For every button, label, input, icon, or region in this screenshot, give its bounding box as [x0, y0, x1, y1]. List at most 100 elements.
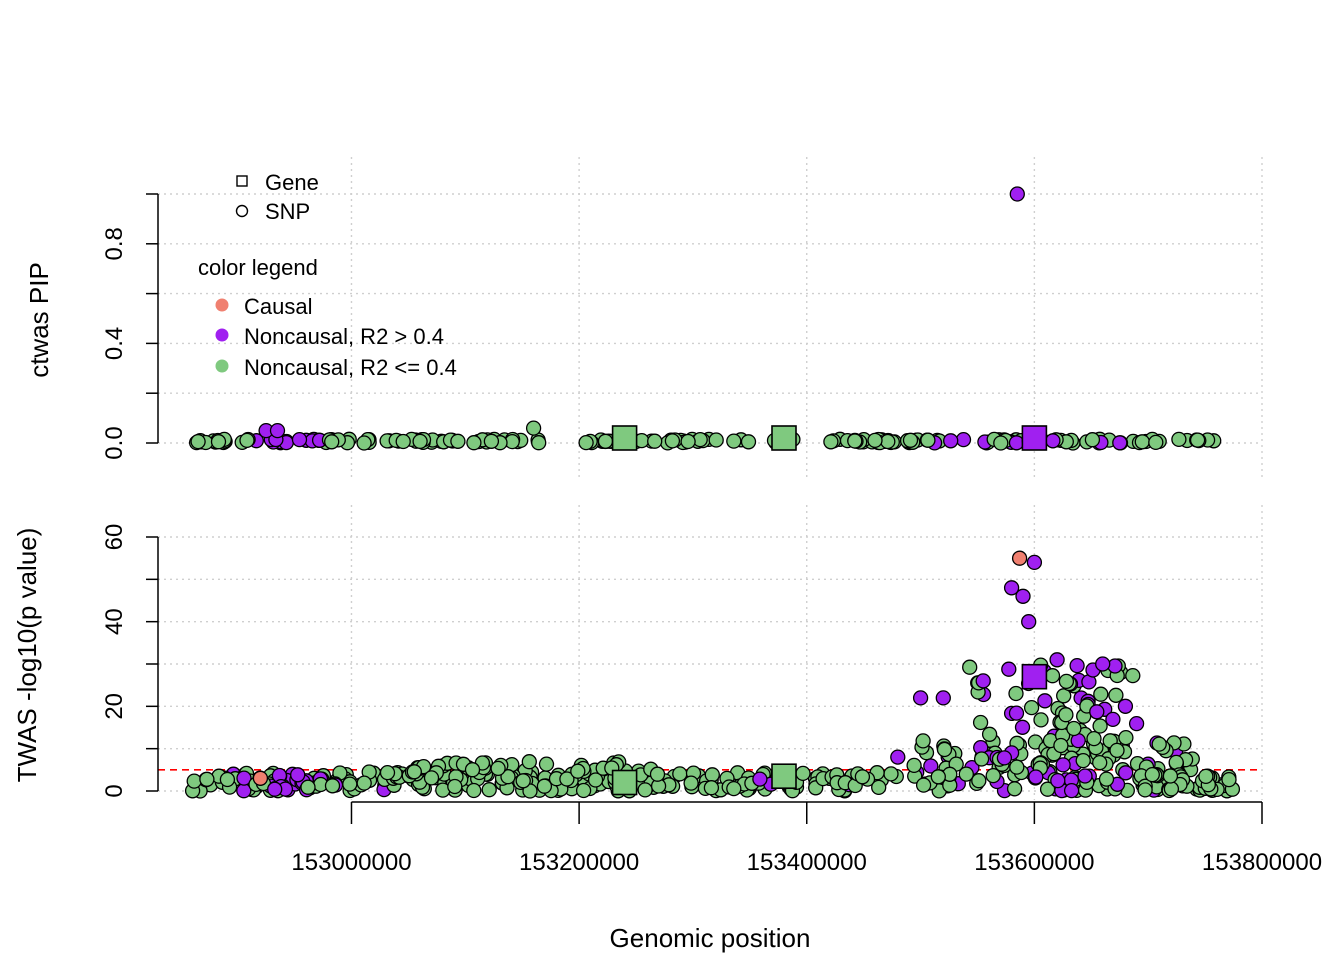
- snp-point: [920, 432, 936, 448]
- snp-point: [1086, 730, 1102, 747]
- snp-point: [1066, 720, 1082, 737]
- snp-point: [466, 435, 482, 451]
- bottom-y-axis: 0 20 40 60: [101, 524, 159, 798]
- snp-point: [1137, 782, 1153, 798]
- snp-point: [1163, 781, 1180, 797]
- snp-point: [412, 433, 428, 450]
- y-tick-label: 0.0: [101, 426, 128, 459]
- snp-point: [1014, 719, 1031, 735]
- snp-point: [973, 751, 990, 767]
- snp-point: [704, 767, 720, 783]
- snp-point: [1117, 698, 1134, 714]
- snp-point: [597, 433, 614, 449]
- snp-point: [219, 771, 236, 788]
- snp-point: [1128, 715, 1145, 732]
- snp-point: [637, 782, 653, 798]
- snp-point: [975, 673, 991, 689]
- snp-point: [871, 779, 887, 796]
- snp-point: [752, 771, 768, 787]
- legend-snp-circle-icon: [235, 204, 249, 218]
- snp-point: [500, 769, 516, 785]
- snp-point: [521, 754, 537, 770]
- snp-point: [935, 690, 951, 706]
- snp-point: [943, 433, 959, 449]
- y-tick-label: 0.8: [101, 227, 128, 260]
- snp-point: [1109, 742, 1125, 759]
- snp-point: [683, 775, 699, 791]
- snp-point: [1001, 661, 1017, 677]
- snp-point: [972, 714, 989, 731]
- gene-point: [611, 769, 638, 796]
- snp-point: [795, 765, 811, 782]
- snp-point: [1107, 658, 1123, 674]
- snp-point: [1055, 757, 1071, 773]
- snp-point: [649, 766, 666, 782]
- x-tick-label: 153400000: [747, 849, 867, 876]
- snp-point: [1151, 736, 1167, 752]
- top-panel-grid: [158, 157, 1263, 480]
- snp-point: [483, 433, 500, 449]
- snp-point: [915, 733, 931, 749]
- snp-point: [570, 763, 586, 779]
- snp-point: [324, 434, 340, 450]
- snp-point: [395, 433, 411, 450]
- snp-point: [740, 434, 757, 450]
- top-y-axis: 0.0 0.4 0.8: [101, 193, 159, 460]
- snp-point: [379, 764, 396, 781]
- legend: Gene SNP color legend Causal Noncausal, …: [198, 170, 457, 380]
- snp-point: [324, 778, 341, 794]
- snp-point: [587, 772, 604, 788]
- snp-point: [847, 433, 863, 449]
- snp-point: [1058, 707, 1074, 723]
- y-tick-label: 20: [101, 693, 128, 720]
- snp-point: [1168, 754, 1184, 771]
- snp-point: [647, 433, 663, 449]
- top-y-axis-title: ctwas PIP: [24, 262, 54, 378]
- snp-point: [186, 773, 202, 789]
- bottom-panel-points: [184, 550, 1241, 799]
- snp-point: [481, 782, 497, 798]
- snp-point: [1105, 711, 1121, 728]
- snp-point: [290, 767, 306, 783]
- snp-point: [726, 433, 742, 449]
- snp-point: [1108, 687, 1124, 703]
- snp-point: [1171, 431, 1187, 448]
- snp-point: [490, 760, 506, 777]
- snp-point: [1050, 772, 1066, 789]
- x-axis-title: Genomic position: [610, 923, 811, 953]
- snp-point: [190, 433, 206, 450]
- snp-point: [1049, 652, 1065, 668]
- snp-point: [1021, 614, 1037, 630]
- snp-point: [1092, 718, 1108, 734]
- snp-point: [1221, 771, 1237, 788]
- snp-point: [1148, 434, 1164, 451]
- snp-point: [466, 782, 482, 799]
- snp-point: [356, 775, 372, 791]
- snp-point: [269, 422, 286, 439]
- snp-point: [1028, 769, 1044, 785]
- y-tick-label: 0: [101, 784, 128, 797]
- snp-point: [1008, 435, 1025, 451]
- snp-point: [1044, 668, 1061, 684]
- snp-point: [1023, 699, 1040, 716]
- snp-point: [883, 766, 899, 782]
- snp-point: [1198, 768, 1214, 785]
- snp-point: [906, 757, 922, 774]
- snp-point: [981, 726, 998, 742]
- snp-point: [1026, 554, 1043, 571]
- snp-point: [1011, 550, 1028, 566]
- snp-point: [1003, 580, 1020, 596]
- x-tick-label: 153600000: [974, 849, 1094, 876]
- y-tick-label: 40: [101, 608, 128, 635]
- snp-point: [680, 433, 696, 450]
- snp-point: [823, 434, 839, 450]
- snp-point: [708, 432, 724, 448]
- snp-point: [1009, 186, 1025, 202]
- snp-point: [578, 434, 594, 451]
- gene-point: [611, 425, 638, 451]
- legend-gene-label: Gene: [265, 170, 319, 195]
- snp-point: [726, 780, 742, 797]
- legend-noncausal-high-label: Noncausal, R2 > 0.4: [244, 324, 444, 349]
- snp-point: [912, 690, 929, 706]
